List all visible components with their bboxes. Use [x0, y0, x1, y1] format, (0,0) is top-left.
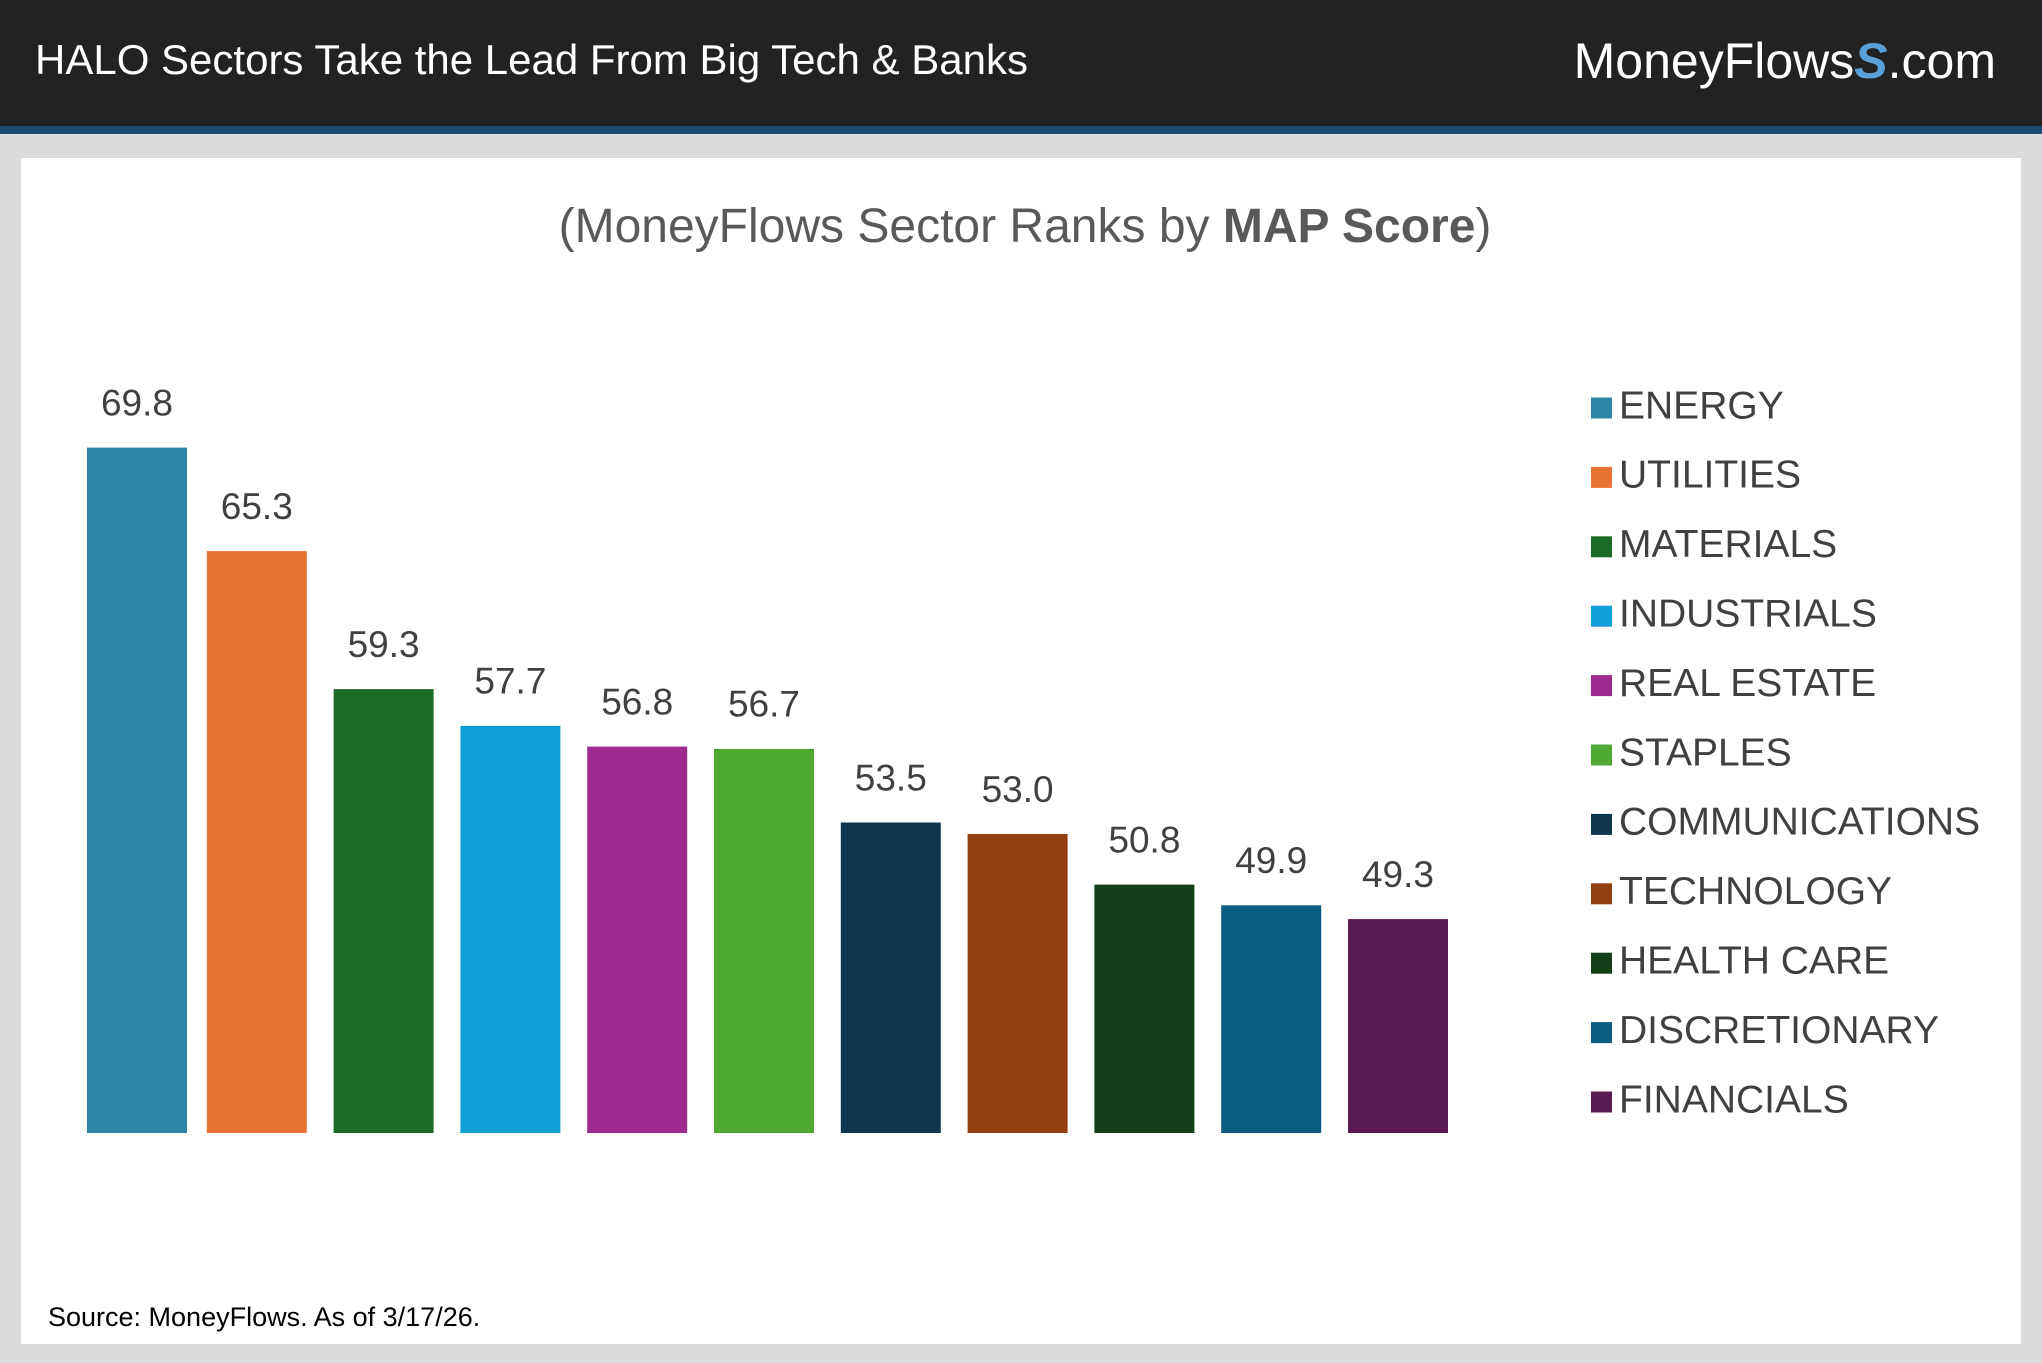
bar: [1221, 905, 1322, 1133]
bar: [333, 689, 434, 1133]
bar: [87, 447, 187, 1134]
bar: [1348, 919, 1448, 1133]
legend-swatch: [1591, 605, 1612, 627]
value-label: 65.3: [221, 486, 293, 527]
bar: [587, 746, 688, 1133]
value-label: 50.8: [1108, 819, 1180, 860]
subtitle-bold: MAP Score: [1223, 200, 1476, 253]
subtitle-text: ): [1475, 200, 1491, 253]
legend-label: COMMUNICATIONS: [1619, 801, 1980, 844]
legend-label: STAPLES: [1619, 731, 1792, 774]
bar: [840, 822, 941, 1133]
legend-swatch: [1591, 675, 1612, 697]
subtitle-text: (MoneyFlows Sector Ranks by: [559, 200, 1223, 253]
value-label: 49.3: [1362, 854, 1434, 895]
legend-label: INDUSTRIALS: [1619, 592, 1877, 635]
legend-swatch: [1591, 1022, 1612, 1044]
legend-label: FINANCIALS: [1619, 1078, 1849, 1121]
legend-swatch: [1591, 952, 1612, 974]
value-label: 57.7: [474, 661, 546, 702]
logo-mark: S: [1854, 33, 1887, 89]
bar: [967, 834, 1068, 1133]
legend-label: MATERIALS: [1619, 523, 1837, 566]
legend-swatch: [1591, 813, 1612, 835]
legend-swatch: [1591, 466, 1612, 488]
value-label: 56.7: [728, 684, 800, 725]
legend-swatch: [1591, 536, 1612, 558]
logo-name: MoneyFlows: [1574, 33, 1855, 89]
legend-swatch: [1591, 397, 1612, 419]
value-label: 69.8: [101, 382, 173, 423]
logo: MoneyFlowsS.com: [1574, 33, 1996, 89]
bar: [714, 748, 814, 1133]
bar: [1094, 884, 1195, 1133]
legend-label: ENERGY: [1619, 384, 1784, 427]
legend-label: REAL ESTATE: [1619, 662, 1876, 705]
value-label: 49.9: [1235, 840, 1307, 881]
source: Source: MoneyFlows. As of 3/17/26.: [48, 1302, 480, 1332]
legend-swatch: [1591, 744, 1612, 766]
legend-label: DISCRETIONARY: [1619, 1009, 1939, 1052]
value-label: 53.0: [982, 769, 1054, 810]
header-bar: [0, 0, 2042, 126]
legend-swatch: [1591, 883, 1612, 905]
bar: [206, 551, 307, 1133]
plot: 69.8 65.3 59.3 57.7 56.8 56.7 53.5 53.0 50.8 49.9…: [87, 382, 1980, 1134]
header-title: HALO Sectors Take the Lead From Big Tech…: [35, 36, 1028, 83]
value-label: 56.8: [601, 681, 673, 722]
value-label: 59.3: [348, 624, 420, 665]
legend-label: TECHNOLOGY: [1619, 870, 1892, 913]
logo-domain: .com: [1888, 33, 1996, 89]
legend-label: UTILITIES: [1619, 454, 1801, 497]
header-stripe: [0, 126, 2042, 134]
bar: [460, 725, 561, 1133]
legend-label: HEALTH CARE: [1619, 939, 1889, 982]
value-label: 53.5: [855, 757, 927, 798]
legend-swatch: [1591, 1091, 1612, 1113]
subtitle: (MoneyFlows Sector Ranks by MAP Score): [559, 200, 1492, 253]
